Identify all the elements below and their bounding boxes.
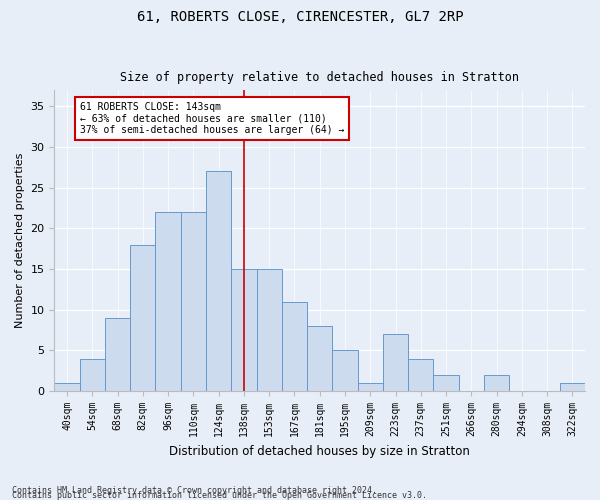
Text: Contains public sector information licensed under the Open Government Licence v3: Contains public sector information licen… <box>12 490 427 500</box>
Bar <box>332 350 358 391</box>
Bar <box>358 383 383 391</box>
Title: Size of property relative to detached houses in Stratton: Size of property relative to detached ho… <box>120 72 519 85</box>
Bar <box>307 326 332 391</box>
Bar <box>231 269 257 391</box>
Text: Contains HM Land Registry data © Crown copyright and database right 2024.: Contains HM Land Registry data © Crown c… <box>12 486 377 495</box>
Bar <box>80 358 105 391</box>
Bar <box>560 383 585 391</box>
Bar <box>105 318 130 391</box>
Bar <box>206 172 231 391</box>
Bar <box>130 244 155 391</box>
Bar <box>155 212 181 391</box>
Y-axis label: Number of detached properties: Number of detached properties <box>15 153 25 328</box>
Bar <box>433 375 458 391</box>
Text: 61 ROBERTS CLOSE: 143sqm
← 63% of detached houses are smaller (110)
37% of semi-: 61 ROBERTS CLOSE: 143sqm ← 63% of detach… <box>80 102 344 136</box>
Bar <box>181 212 206 391</box>
Bar <box>484 375 509 391</box>
Bar <box>282 302 307 391</box>
Bar <box>257 269 282 391</box>
Text: 61, ROBERTS CLOSE, CIRENCESTER, GL7 2RP: 61, ROBERTS CLOSE, CIRENCESTER, GL7 2RP <box>137 10 463 24</box>
X-axis label: Distribution of detached houses by size in Stratton: Distribution of detached houses by size … <box>169 444 470 458</box>
Bar <box>408 358 433 391</box>
Bar <box>383 334 408 391</box>
Bar <box>55 383 80 391</box>
